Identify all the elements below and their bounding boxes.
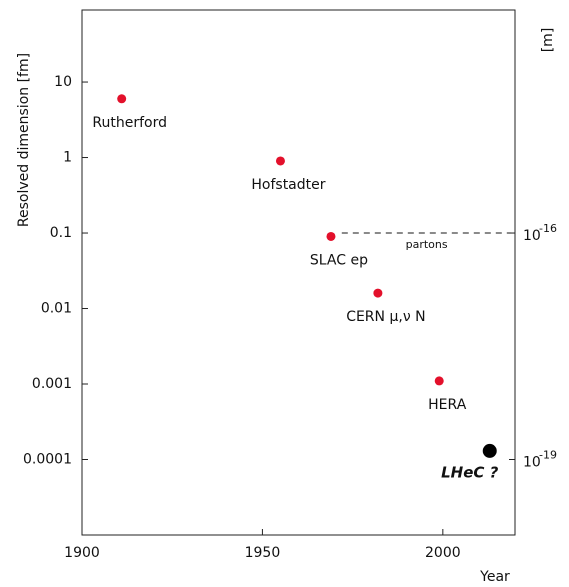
x-tick-label: 1950 xyxy=(245,545,281,561)
point-label: HERA xyxy=(428,397,467,413)
x-axis-label: Year xyxy=(479,569,510,585)
point-label: Rutherford xyxy=(92,115,167,131)
point-label: SLAC ep xyxy=(310,252,368,268)
y2-tick-label: 10 xyxy=(523,228,541,244)
y2-tick-label: 10 xyxy=(523,455,541,471)
annotation-label: partons xyxy=(406,238,448,251)
data-point xyxy=(373,288,383,298)
point-label: CERN μ,ν N xyxy=(346,309,425,325)
y-tick-label: 10 xyxy=(54,74,72,90)
point-label: Hofstadter xyxy=(251,177,325,193)
data-point xyxy=(117,94,127,104)
point-label: LHeC ? xyxy=(441,463,499,481)
y-axis-label: Resolved dimension [fm] xyxy=(16,53,32,227)
y2-tick-exponent: -19 xyxy=(539,449,557,462)
y-tick-label: 1 xyxy=(63,150,72,166)
x-tick-label: 2000 xyxy=(425,545,461,561)
data-point xyxy=(482,443,497,458)
y-tick-label: 0.1 xyxy=(50,225,72,241)
y-tick-label: 0.001 xyxy=(32,376,72,392)
data-point xyxy=(275,156,285,166)
data-point xyxy=(326,231,336,241)
data-point xyxy=(434,376,444,386)
y-tick-label: 0.01 xyxy=(41,301,72,317)
y-tick-label: 0.0001 xyxy=(23,452,72,468)
x-tick-label: 1900 xyxy=(64,545,100,561)
y2-tick-exponent: -16 xyxy=(539,222,557,235)
y2-axis-label: [m] xyxy=(540,28,556,53)
plot-frame xyxy=(81,9,516,536)
